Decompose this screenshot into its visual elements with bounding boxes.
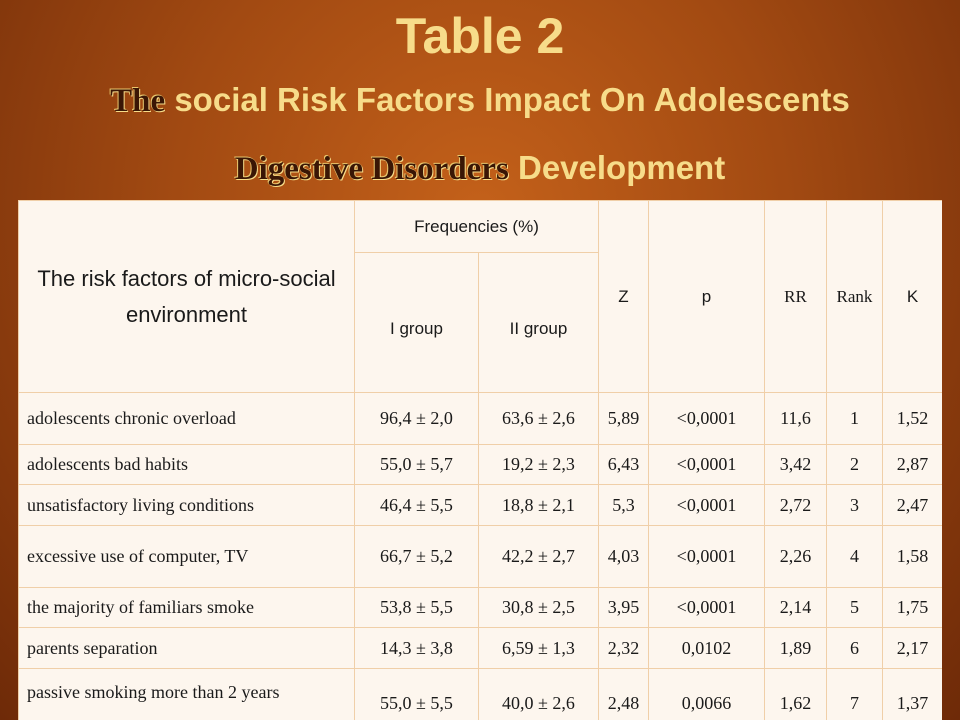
cell-z: 5,89 bbox=[598, 392, 649, 445]
header-risk-factors: The risk factors of micro-social environ… bbox=[18, 200, 355, 393]
title-emphasis-the: The bbox=[110, 83, 166, 119]
cell-factor: unsatisfactory living conditions bbox=[18, 484, 355, 526]
cell-k: 1,75 bbox=[882, 587, 942, 628]
cell-rr: 2,72 bbox=[764, 484, 827, 526]
risk-factors-table-container: The risk factors of micro-social environ… bbox=[18, 200, 942, 720]
title-line-3: Digestive Disorders Development bbox=[0, 146, 960, 191]
cell-rr: 1,89 bbox=[764, 627, 827, 669]
cell-p: <0,0001 bbox=[648, 444, 765, 485]
cell-k: 1,52 bbox=[882, 392, 942, 445]
cell-rank: 3 bbox=[826, 484, 883, 526]
risk-factors-table: The risk factors of micro-social environ… bbox=[18, 200, 942, 720]
cell-g2: 40,0 ± 2,6 bbox=[478, 668, 599, 720]
title-emphasis-digestive-disorders: Digestive Disorders bbox=[234, 151, 509, 187]
table-row: parents separation 14,3 ± 3,8 6,59 ± 1,3 2,… bbox=[18, 627, 942, 669]
header-group-2: II group bbox=[478, 252, 599, 393]
cell-g1: 55,0 ± 5,7 bbox=[354, 444, 479, 485]
table-body: adolescents chronic overload 96,4 ± 2,0 63… bbox=[18, 392, 942, 720]
cell-k: 2,47 bbox=[882, 484, 942, 526]
title-line-2-text: social Risk Factors Impact On Adolescent… bbox=[174, 81, 850, 118]
cell-rr: 2,26 bbox=[764, 525, 827, 588]
table-row: excessive use of computer, TV 66,7 ± 5,2 4… bbox=[18, 525, 942, 588]
cell-factor: adolescents chronic overload bbox=[18, 392, 355, 445]
cell-g1: 66,7 ± 5,2 bbox=[354, 525, 479, 588]
header-frequencies: Frequencies (%) bbox=[354, 200, 599, 253]
header-z: Z bbox=[598, 200, 649, 393]
title-line-3-text: Development bbox=[517, 149, 726, 186]
cell-z: 4,03 bbox=[598, 525, 649, 588]
header-group-1: I group bbox=[354, 252, 479, 393]
cell-rank: 5 bbox=[826, 587, 883, 628]
cell-rr: 1,62 bbox=[764, 668, 827, 720]
cell-p: <0,0001 bbox=[648, 392, 765, 445]
cell-z: 6,43 bbox=[598, 444, 649, 485]
title-line-2: The social Risk Factors Impact On Adoles… bbox=[0, 78, 960, 123]
cell-rank: 1 bbox=[826, 392, 883, 445]
cell-z: 3,95 bbox=[598, 587, 649, 628]
cell-p: 0,0102 bbox=[648, 627, 765, 669]
cell-g2: 6,59 ± 1,3 bbox=[478, 627, 599, 669]
cell-p: <0,0001 bbox=[648, 484, 765, 526]
header-rank: Rank bbox=[826, 200, 883, 393]
cell-factor: excessive use of computer, TV bbox=[18, 525, 355, 588]
title-line-1: Table 2 bbox=[395, 8, 565, 64]
cell-k: 2,17 bbox=[882, 627, 942, 669]
cell-rank: 6 bbox=[826, 627, 883, 669]
cell-factor: adolescents bad habits bbox=[18, 444, 355, 485]
cell-rank: 2 bbox=[826, 444, 883, 485]
cell-factor: parents separation bbox=[18, 627, 355, 669]
cell-g2: 18,8 ± 2,1 bbox=[478, 484, 599, 526]
cell-z: 5,3 bbox=[598, 484, 649, 526]
cell-g1: 53,8 ± 5,5 bbox=[354, 587, 479, 628]
cell-g1: 96,4 ± 2,0 bbox=[354, 392, 479, 445]
table-row: unsatisfactory living conditions 46,4 ± 5… bbox=[18, 484, 942, 526]
cell-g1: 55,0 ± 5,5 bbox=[354, 668, 479, 720]
cell-g2: 63,6 ± 2,6 bbox=[478, 392, 599, 445]
slide-title: Table 2 The social Risk Factors Impact O… bbox=[0, 0, 960, 200]
table-row: the majority of familiars smoke 53,8 ± 5,… bbox=[18, 587, 942, 628]
table-row: passive smoking more than 2 years 55,0 ± … bbox=[18, 668, 942, 720]
cell-factor: passive smoking more than 2 years bbox=[18, 668, 355, 720]
cell-g2: 30,8 ± 2,5 bbox=[478, 587, 599, 628]
cell-z: 2,32 bbox=[598, 627, 649, 669]
cell-rank: 7 bbox=[826, 668, 883, 720]
table-row: adolescents bad habits 55,0 ± 5,7 19,2 ± 2… bbox=[18, 444, 942, 485]
cell-k: 1,37 bbox=[882, 668, 942, 720]
header-rr: RR bbox=[764, 200, 827, 393]
cell-g1: 46,4 ± 5,5 bbox=[354, 484, 479, 526]
cell-g2: 42,2 ± 2,7 bbox=[478, 525, 599, 588]
cell-z: 2,48 bbox=[598, 668, 649, 720]
cell-rank: 4 bbox=[826, 525, 883, 588]
cell-p: 0,0066 bbox=[648, 668, 765, 720]
header-p: p bbox=[648, 200, 765, 393]
cell-p: <0,0001 bbox=[648, 587, 765, 628]
table-row: adolescents chronic overload 96,4 ± 2,0 63… bbox=[18, 392, 942, 445]
cell-factor: the majority of familiars smoke bbox=[18, 587, 355, 628]
cell-rr: 3,42 bbox=[764, 444, 827, 485]
cell-p: <0,0001 bbox=[648, 525, 765, 588]
cell-k: 2,87 bbox=[882, 444, 942, 485]
cell-rr: 2,14 bbox=[764, 587, 827, 628]
header-k: K bbox=[882, 200, 942, 393]
cell-k: 1,58 bbox=[882, 525, 942, 588]
cell-rr: 11,6 bbox=[764, 392, 827, 445]
cell-g2: 19,2 ± 2,3 bbox=[478, 444, 599, 485]
cell-g1: 14,3 ± 3,8 bbox=[354, 627, 479, 669]
